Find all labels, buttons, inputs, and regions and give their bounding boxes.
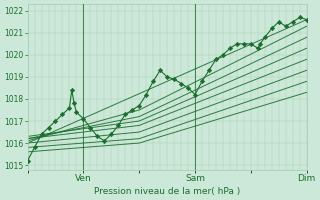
X-axis label: Pression niveau de la mer( hPa ): Pression niveau de la mer( hPa )	[94, 187, 240, 196]
